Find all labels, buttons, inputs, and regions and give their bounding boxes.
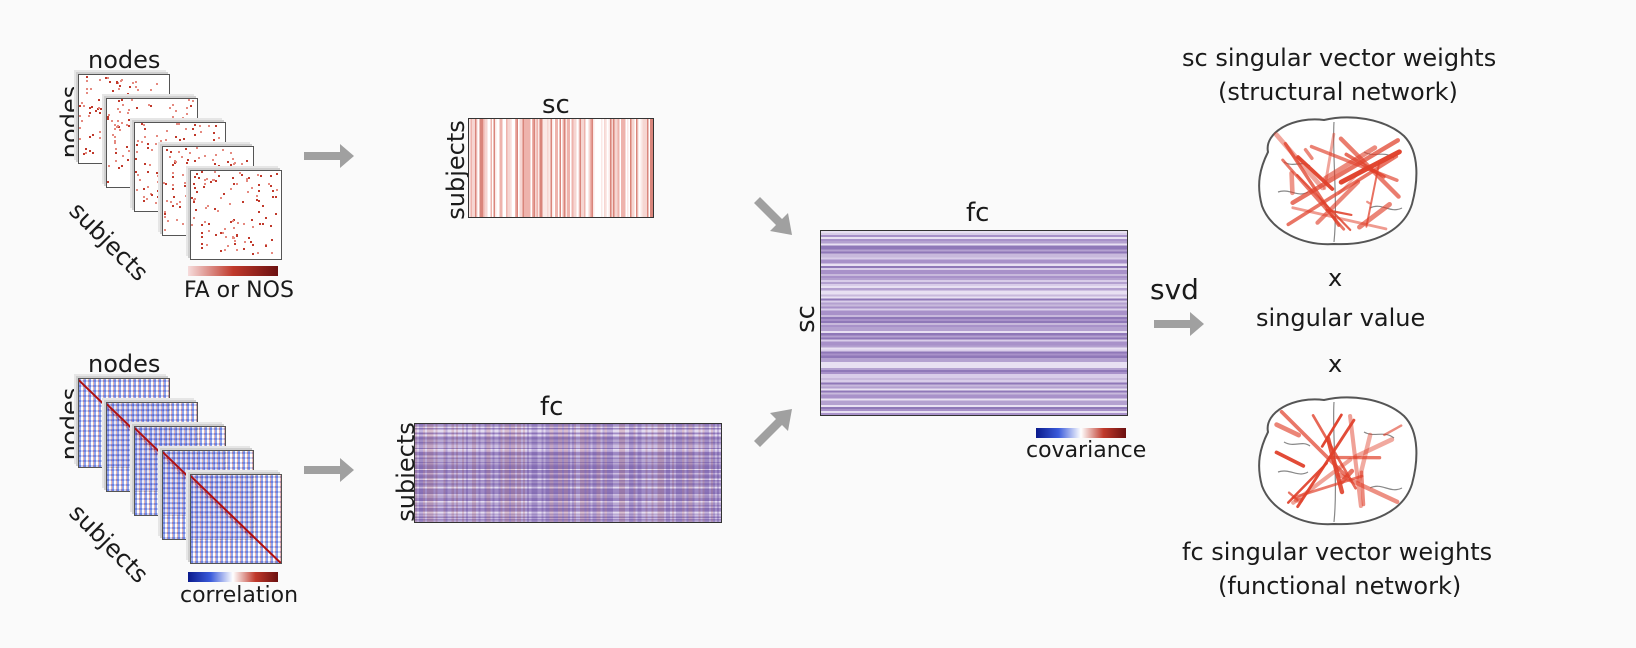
sc-weights-subtitle: (structural network) bbox=[1218, 78, 1458, 106]
cov-matrix-ylabel: sc bbox=[790, 305, 821, 333]
times-symbol-1: x bbox=[1328, 264, 1343, 292]
sc-arrow-icon bbox=[304, 144, 354, 168]
sc-matrix-ylabel: subjects bbox=[441, 120, 470, 220]
sc-matrix-title: sc bbox=[542, 90, 570, 120]
covariance-colorbar bbox=[1036, 428, 1126, 438]
singular-value-label: singular value bbox=[1256, 304, 1426, 332]
cov-matrix-title: fc bbox=[966, 198, 990, 228]
svd-arrow-icon bbox=[1154, 312, 1204, 336]
functional-network-brain-icon bbox=[1258, 396, 1418, 526]
fc-matrix-title: fc bbox=[540, 392, 564, 422]
fc-arrow-icon bbox=[304, 458, 354, 482]
sc-matrix-stack-layer bbox=[190, 170, 282, 260]
sc-colorbar bbox=[188, 266, 278, 276]
sc-colorbar-label: FA or NOS bbox=[184, 278, 294, 303]
times-symbol-2: x bbox=[1328, 350, 1343, 378]
fc-matrix-stack-layer bbox=[190, 474, 282, 564]
sc-matrix-heatmap bbox=[468, 118, 654, 218]
fc-weights-title: fc singular vector weights bbox=[1182, 538, 1493, 566]
fc-to-cov-arrow-icon bbox=[754, 409, 792, 447]
fc-colorbar bbox=[188, 572, 278, 582]
sc-to-cov-arrow-icon bbox=[754, 197, 792, 235]
covariance-colorbar-label: covariance bbox=[1026, 438, 1147, 463]
sc-stack-nodes-top-label: nodes bbox=[88, 46, 161, 74]
fc-matrix-heatmap bbox=[414, 423, 722, 523]
covariance-heatmap bbox=[820, 230, 1128, 416]
fc-weights-subtitle: (functional network) bbox=[1218, 572, 1462, 600]
sc-weights-title: sc singular vector weights bbox=[1182, 44, 1497, 72]
structural-network-brain-icon bbox=[1258, 116, 1418, 246]
svd-label: svd bbox=[1150, 273, 1199, 306]
fc-stack-nodes-top-label: nodes bbox=[88, 350, 161, 378]
fc-colorbar-label: correlation bbox=[180, 583, 299, 608]
